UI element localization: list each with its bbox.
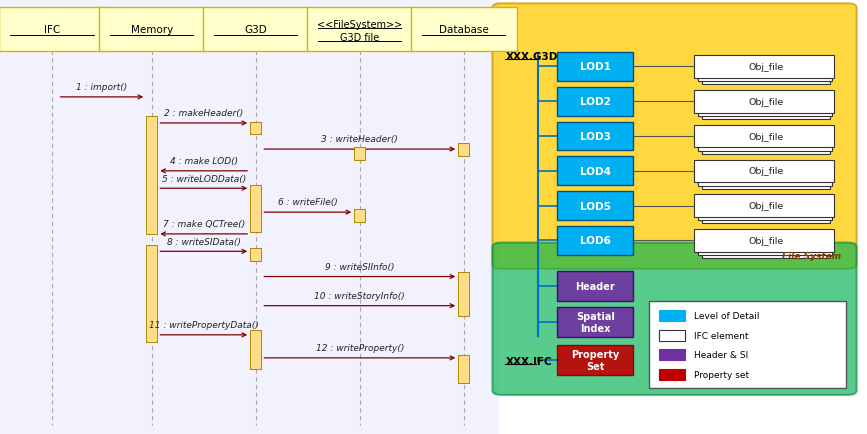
FancyBboxPatch shape (492, 243, 857, 395)
Bar (702, 167, 830, 189)
Bar (702, 201, 830, 224)
Bar (146, 117, 158, 234)
Bar (659, 310, 685, 322)
Text: 2 : makeHeader(): 2 : makeHeader() (164, 109, 244, 118)
Bar (694, 56, 834, 79)
FancyBboxPatch shape (0, 8, 105, 52)
Text: 12 : writeProperty(): 12 : writeProperty() (316, 343, 404, 352)
Bar (659, 330, 685, 341)
Text: Level of Detail: Level of Detail (694, 312, 759, 320)
Bar (250, 122, 262, 135)
Text: Obj_file: Obj_file (749, 98, 784, 106)
Text: <<FileSystem>>: <<FileSystem>> (317, 20, 402, 30)
Text: File System: File System (782, 251, 841, 260)
Text: 9 : writeSIInfo(): 9 : writeSIInfo() (325, 262, 394, 271)
Bar (698, 129, 832, 151)
Text: IFC: IFC (44, 25, 60, 35)
Bar (250, 331, 262, 369)
Bar (702, 62, 830, 85)
FancyBboxPatch shape (557, 192, 633, 220)
Bar (694, 230, 834, 252)
Text: Memory: Memory (131, 25, 173, 35)
Text: 10 : writeStoryInfo(): 10 : writeStoryInfo() (315, 291, 405, 300)
Bar (0, 0, 499, 434)
Bar (698, 164, 832, 186)
Text: G3D: G3D (244, 25, 267, 35)
Text: Database: Database (792, 378, 841, 387)
FancyBboxPatch shape (557, 307, 633, 337)
Bar (459, 355, 470, 383)
Text: 11 : writePropertyData(): 11 : writePropertyData() (149, 320, 258, 329)
Bar (698, 59, 832, 82)
Text: LOD4: LOD4 (580, 167, 610, 176)
Text: 7 : make QCTree(): 7 : make QCTree() (163, 220, 244, 229)
Text: Spatial
Index: Spatial Index (576, 311, 615, 333)
Text: Obj_file: Obj_file (749, 237, 784, 245)
Text: Database: Database (439, 25, 489, 35)
Text: Header & SI: Header & SI (694, 351, 748, 359)
Text: IFC element: IFC element (694, 331, 748, 340)
Text: Obj_file: Obj_file (749, 167, 784, 176)
Text: XXX.IFC: XXX.IFC (505, 356, 552, 366)
Text: LOD2: LOD2 (580, 97, 610, 107)
Text: Property set: Property set (694, 370, 749, 379)
Bar (698, 233, 832, 256)
FancyBboxPatch shape (203, 8, 309, 52)
Text: LOD3: LOD3 (580, 132, 610, 141)
FancyBboxPatch shape (557, 227, 633, 255)
FancyBboxPatch shape (557, 53, 633, 82)
FancyBboxPatch shape (492, 4, 857, 269)
Bar (250, 186, 262, 232)
Text: G3D file: G3D file (340, 33, 380, 43)
FancyBboxPatch shape (307, 8, 413, 52)
Text: 8 : writeSIData(): 8 : writeSIData() (166, 237, 241, 246)
Bar (698, 198, 832, 221)
Bar (250, 248, 262, 261)
Bar (146, 245, 158, 342)
Text: Obj_file: Obj_file (749, 132, 784, 141)
Text: LOD5: LOD5 (580, 201, 610, 211)
FancyBboxPatch shape (557, 88, 633, 116)
Text: 3 : writeHeader(): 3 : writeHeader() (322, 135, 398, 144)
Bar (694, 195, 834, 217)
Bar (354, 210, 366, 222)
Bar (702, 236, 830, 259)
Bar (694, 160, 834, 183)
Bar (459, 273, 470, 316)
Text: 4 : make LOD(): 4 : make LOD() (170, 157, 238, 166)
Bar (659, 369, 685, 380)
FancyBboxPatch shape (557, 157, 633, 186)
Bar (354, 148, 366, 161)
Text: Obj_file: Obj_file (749, 63, 784, 72)
Bar (649, 302, 846, 388)
Bar (698, 94, 832, 117)
Text: Property
Set: Property Set (571, 349, 619, 371)
Text: 5 : writeLODData(): 5 : writeLODData() (161, 174, 246, 183)
Text: LOD1: LOD1 (580, 62, 610, 72)
Bar (694, 91, 834, 113)
FancyBboxPatch shape (411, 8, 517, 52)
FancyBboxPatch shape (557, 345, 633, 375)
Text: Obj_file: Obj_file (749, 202, 784, 210)
FancyBboxPatch shape (557, 272, 633, 301)
Bar (702, 132, 830, 155)
FancyBboxPatch shape (99, 8, 205, 52)
Text: LOD6: LOD6 (580, 236, 610, 246)
Bar (702, 97, 830, 120)
Text: 6 : writeFile(): 6 : writeFile() (278, 198, 337, 207)
Bar (459, 144, 470, 157)
Bar (659, 349, 685, 361)
Text: Header: Header (576, 282, 615, 291)
Text: XXX.G3D: XXX.G3D (505, 52, 557, 61)
FancyBboxPatch shape (557, 122, 633, 151)
Text: 1 : import(): 1 : import() (76, 83, 127, 92)
Bar (694, 125, 834, 148)
